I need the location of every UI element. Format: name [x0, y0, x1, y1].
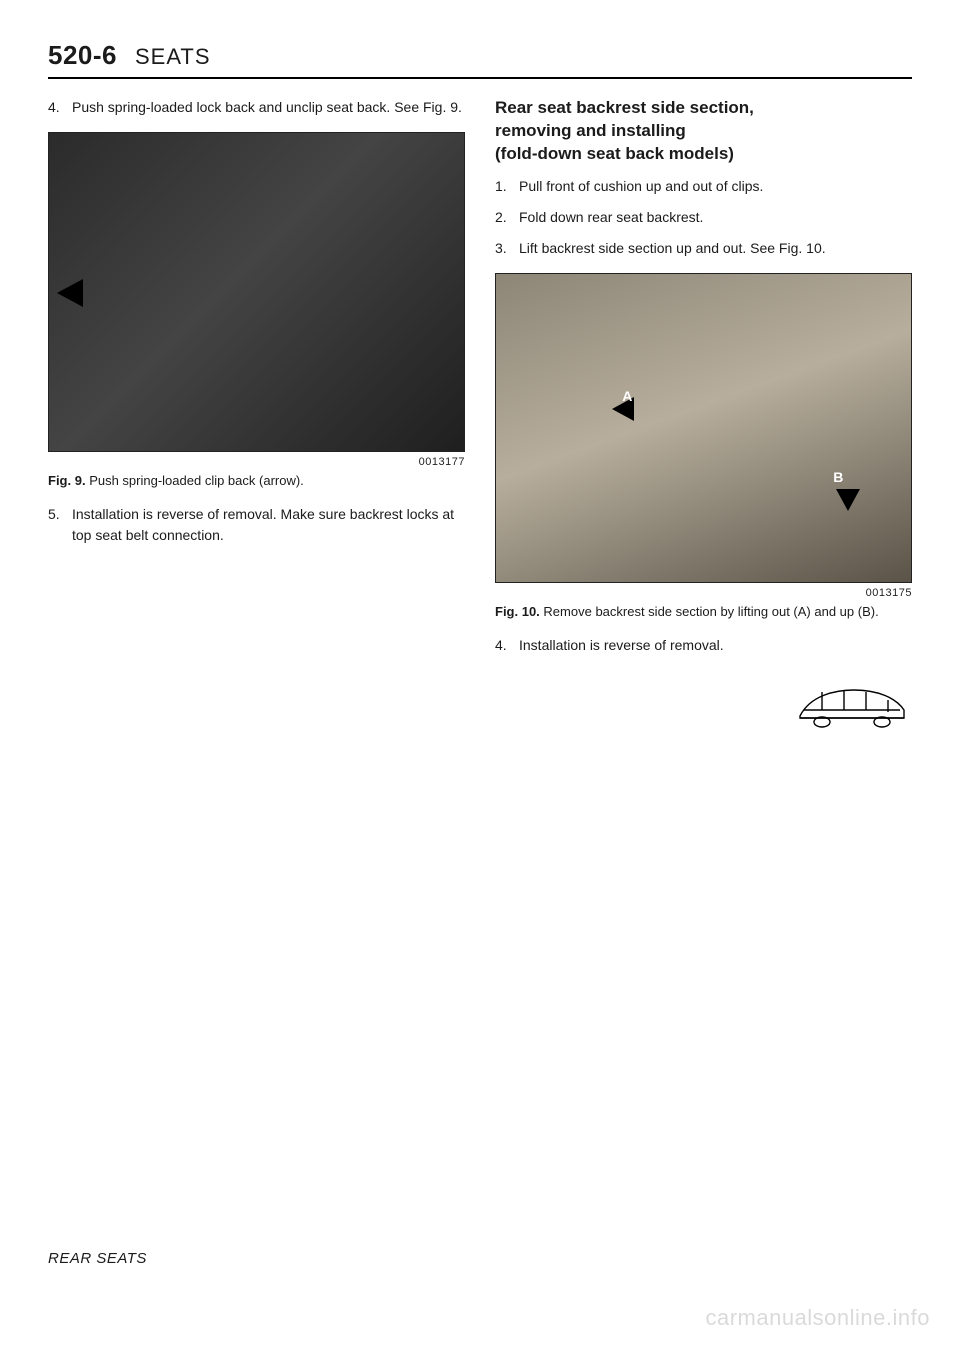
section-heading: Rear seat backrest side section, removin… [495, 97, 912, 166]
figure-10-caption: Fig. 10. Remove backrest side section by… [495, 603, 912, 621]
step-number: 1. [495, 176, 513, 197]
figure-10: A B 0013175 Fig. 10. Remove backrest sid… [495, 273, 912, 621]
page-header: 520-6 SEATS [48, 40, 912, 79]
watermark: carmanualsonline.info [705, 1305, 930, 1331]
marker-a: A [612, 397, 630, 421]
left-steps-continued-2: 5. Installation is reverse of removal. M… [48, 504, 465, 546]
step-number: 2. [495, 207, 513, 228]
step-text: Fold down rear seat backrest. [519, 207, 703, 228]
right-steps-2: 4. Installation is reverse of removal. [495, 635, 912, 656]
footer-section-label: REAR SEATS [48, 1250, 147, 1267]
step-number: 3. [495, 238, 513, 259]
page-code: 520-6 [48, 40, 117, 71]
marker-a-label: A [622, 388, 632, 404]
heading-line-3: (fold-down seat back models) [495, 143, 912, 166]
step-4-right: 4. Installation is reverse of removal. [495, 635, 912, 656]
figure-9-caption: Fig. 9. Push spring-loaded clip back (ar… [48, 472, 465, 490]
figure-10-image: A B [495, 273, 912, 583]
arrow-icon [57, 279, 83, 307]
step-1: 1. Pull front of cushion up and out of c… [495, 176, 912, 197]
step-number: 5. [48, 504, 66, 546]
left-column: 4. Push spring-loaded lock back and uncl… [48, 97, 465, 734]
marker-b-label: B [833, 469, 843, 485]
figure-9: 0013177 Fig. 9. Push spring-loaded clip … [48, 132, 465, 490]
step-text: Push spring-loaded lock back and unclip … [72, 97, 462, 118]
marker-b: B [836, 489, 860, 511]
step-number: 4. [48, 97, 66, 118]
step-4: 4. Push spring-loaded lock back and uncl… [48, 97, 465, 118]
right-steps: 1. Pull front of cushion up and out of c… [495, 176, 912, 259]
right-column: Rear seat backrest side section, removin… [495, 97, 912, 734]
figure-caption-text: Remove backrest side section by lifting … [543, 604, 878, 619]
figure-label: Fig. 9. [48, 473, 86, 488]
figure-10-id: 0013175 [495, 587, 912, 599]
figure-caption-text: Push spring-loaded clip back (arrow). [89, 473, 304, 488]
step-text: Pull front of cushion up and out of clip… [519, 176, 763, 197]
left-steps-continued: 4. Push spring-loaded lock back and uncl… [48, 97, 465, 118]
step-text: Installation is reverse of removal. [519, 635, 724, 656]
page: 520-6 SEATS 4. Push spring-loaded lock b… [0, 0, 960, 1357]
figure-label: Fig. 10. [495, 604, 540, 619]
step-5: 5. Installation is reverse of removal. M… [48, 504, 465, 546]
car-icon [792, 674, 912, 734]
step-3: 3. Lift backrest side section up and out… [495, 238, 912, 259]
figure-9-image [48, 132, 465, 452]
step-number: 4. [495, 635, 513, 656]
step-text: Installation is reverse of removal. Make… [72, 504, 465, 546]
figure-9-id: 0013177 [48, 456, 465, 468]
heading-line-1: Rear seat backrest side section, [495, 97, 912, 120]
step-text: Lift backrest side section up and out. S… [519, 238, 826, 259]
page-section-title: SEATS [135, 44, 211, 70]
heading-line-2: removing and installing [495, 120, 912, 143]
two-column-layout: 4. Push spring-loaded lock back and uncl… [48, 97, 912, 734]
step-2: 2. Fold down rear seat backrest. [495, 207, 912, 228]
